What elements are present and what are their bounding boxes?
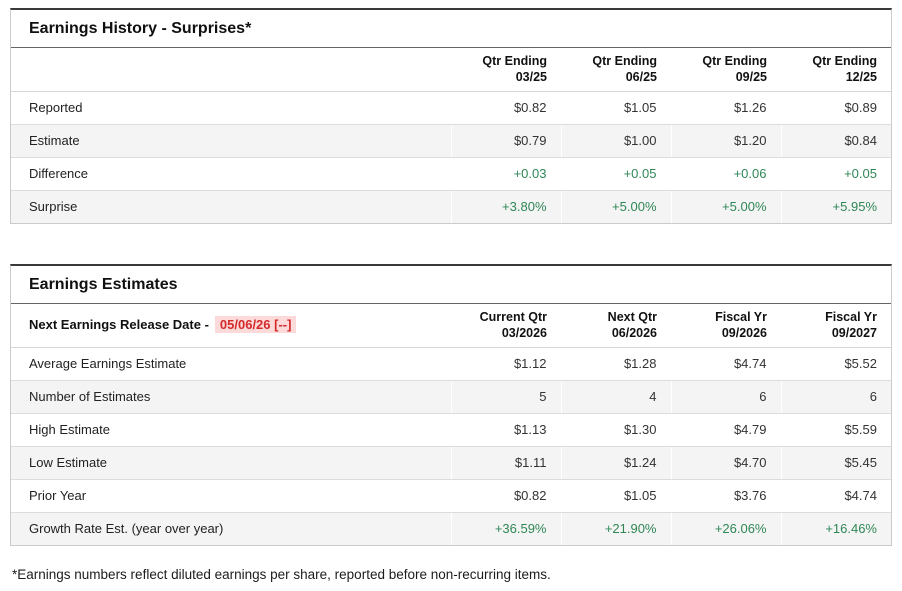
table-row: Number of Estimates 5 4 6 6 <box>11 380 891 414</box>
column-header: Fiscal Yr 09/2026 <box>671 304 781 348</box>
value-cell: $1.30 <box>560 413 671 447</box>
history-table: Qtr Ending 03/25 Qtr Ending 06/25 Qtr Ending… <box>11 48 891 223</box>
value-cell: $4.74 <box>780 479 891 513</box>
column-header: Current Qtr 03/2026 <box>451 304 561 348</box>
row-label: Surprise <box>29 199 78 215</box>
table-row: High Estimate $1.13 $1.30 $4.79 $5.59 <box>11 413 891 447</box>
table-row: Difference +0.03 +0.05 +0.06 +0.05 <box>11 157 891 191</box>
table-row: Estimate $0.79 $1.00 $1.20 $0.84 <box>11 124 891 158</box>
row-label: Prior Year <box>11 479 451 513</box>
value-cell: +5.00% <box>670 190 781 223</box>
value-cell: $1.20 <box>670 124 781 158</box>
value-cell: +21.90% <box>560 512 671 545</box>
table-row: Low Estimate $1.11 $1.24 $4.70 $5.45 <box>11 446 891 480</box>
value-cell: 6 <box>670 380 781 414</box>
earnings-estimates-card: Earnings Estimates Next Earnings Release… <box>10 264 892 546</box>
row-label: Difference <box>11 157 451 191</box>
value-cell: $1.00 <box>560 124 671 158</box>
header-row: Next Earnings Release Date - 05/06/26 [--… <box>11 304 891 348</box>
column-header: Qtr Ending 06/25 <box>561 48 671 92</box>
value-cell: +3.80% <box>450 190 561 223</box>
row-label: Average Earnings Estimate <box>11 347 451 381</box>
value-cell: +16.46% <box>780 512 891 545</box>
value-cell: +5.00% <box>560 190 671 223</box>
value-cell: $1.26 <box>670 91 781 125</box>
value-cell: $5.59 <box>780 413 891 447</box>
value-cell: +0.05 <box>780 157 891 191</box>
value-cell: +0.06 <box>670 157 781 191</box>
footnote: *Earnings numbers reflect diluted earnin… <box>12 567 551 582</box>
next-earnings-release-cell: Next Earnings Release Date - 05/06/26 [--… <box>11 304 451 348</box>
value-cell: +26.06% <box>670 512 781 545</box>
value-cell: $1.05 <box>560 479 671 513</box>
value-cell: +0.05 <box>560 157 671 191</box>
value-cell: $4.74 <box>670 347 781 381</box>
value-cell: +0.03 <box>450 157 561 191</box>
table-row: Average Earnings Estimate $1.12 $1.28 $4.74… <box>11 347 891 381</box>
table-row: Growth Rate Est. (year over year) +36.59%… <box>11 512 891 545</box>
value-cell: $1.28 <box>560 347 671 381</box>
column-header: Fiscal Yr 09/2027 <box>781 304 891 348</box>
earnings-history-card: Earnings History - Surprises* Qtr Ending… <box>10 8 892 224</box>
value-cell: $1.13 <box>450 413 561 447</box>
row-label: Reported <box>11 91 451 125</box>
row-label: Estimate <box>11 124 451 158</box>
row-label: High Estimate <box>11 413 451 447</box>
value-cell: $5.52 <box>780 347 891 381</box>
header-row: Qtr Ending 03/25 Qtr Ending 06/25 Qtr Ending… <box>11 48 891 92</box>
value-cell: $0.84 <box>780 124 891 158</box>
earnings-estimates-title: Earnings Estimates <box>11 266 891 304</box>
value-cell: $0.89 <box>780 91 891 125</box>
value-cell: $4.70 <box>670 446 781 480</box>
earnings-estimates-table-container: Next Earnings Release Date - 05/06/26 [--… <box>11 304 891 545</box>
value-cell: $1.05 <box>560 91 671 125</box>
value-cell: $1.11 <box>450 446 561 480</box>
earnings-history-title: Earnings History - Surprises* <box>11 10 891 48</box>
release-date-label: Next Earnings Release Date - <box>29 316 209 332</box>
estimates-table: Next Earnings Release Date - 05/06/26 [--… <box>11 304 891 545</box>
value-cell: 4 <box>560 380 671 414</box>
value-cell: $5.45 <box>780 446 891 480</box>
row-label: Low Estimate <box>11 446 451 480</box>
table-row: Surprise +3.80% +5.00% +5.00% +5.95% <box>11 190 891 223</box>
value-cell: $0.82 <box>450 479 561 513</box>
earnings-history-table-container: Qtr Ending 03/25 Qtr Ending 06/25 Qtr Ending… <box>11 48 891 223</box>
value-cell: 5 <box>450 380 561 414</box>
value-cell: $3.76 <box>670 479 781 513</box>
value-cell: +5.95% <box>780 190 891 223</box>
value-cell: $0.79 <box>450 124 561 158</box>
column-header: Next Qtr 06/2026 <box>561 304 671 348</box>
value-cell: +36.59% <box>450 512 561 545</box>
table-row: Prior Year $0.82 $1.05 $3.76 $4.74 <box>11 479 891 513</box>
column-header: Qtr Ending 03/25 <box>451 48 561 92</box>
table-row: Reported $0.82 $1.05 $1.26 $0.89 <box>11 91 891 125</box>
release-date-value: 05/06/26 [--] <box>214 315 297 333</box>
value-cell: $1.24 <box>560 446 671 480</box>
row-label: Number of Estimates <box>11 380 451 414</box>
column-header: Qtr Ending 09/25 <box>671 48 781 92</box>
column-header: Qtr Ending 12/25 <box>781 48 891 92</box>
value-cell: $0.82 <box>450 91 561 125</box>
value-cell: $4.79 <box>670 413 781 447</box>
value-cell: 6 <box>780 380 891 414</box>
row-label: Growth Rate Est. (year over year) <box>29 521 224 537</box>
value-cell: $1.12 <box>450 347 561 381</box>
corner-cell <box>11 48 451 92</box>
